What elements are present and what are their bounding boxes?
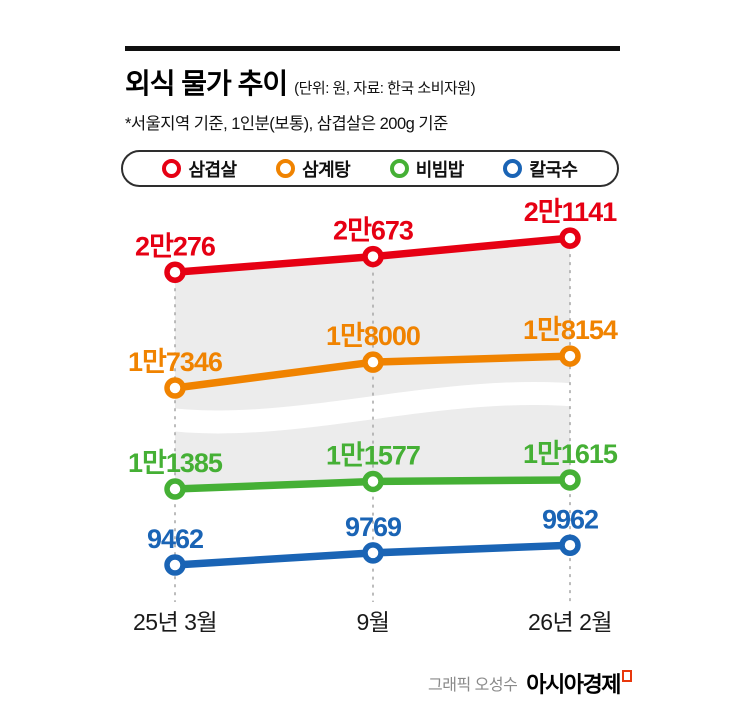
data-point	[559, 469, 581, 491]
legend-marker-icon	[162, 159, 182, 178]
legend-marker-icon	[503, 159, 523, 178]
title-text: 외식 물가 추이	[125, 68, 288, 99]
data-point	[362, 542, 384, 564]
data-point	[164, 478, 186, 500]
value-label: 1만8154	[523, 315, 618, 345]
data-point	[559, 227, 581, 249]
brand-mark-icon	[622, 670, 632, 682]
legend-label: 삼계탕	[302, 159, 351, 180]
unit-note: (단위: 원, 자료: 한국 소비자원)	[294, 80, 476, 97]
price-trend-chart: 2만276 2만673 2만1141 1만7346 1만8000 1만8154 1만1385…	[128, 197, 619, 635]
footer: 그래픽 오성수 아시아경제	[125, 667, 632, 699]
data-point	[362, 470, 384, 493]
x-tick-label: 25년 3월	[133, 609, 217, 635]
value-label: 1만7346	[128, 347, 223, 377]
legend-item-samgyeopsal: 삼겹살	[162, 156, 237, 182]
legend-label: 비빔밥	[415, 159, 465, 180]
data-point	[362, 351, 384, 373]
legend-item-kalguksu: 칼국수	[503, 156, 578, 182]
x-tick-label: 9월	[357, 609, 390, 635]
value-label: 1만8000	[326, 321, 420, 351]
credit-text: 그래픽 오성수	[428, 677, 518, 694]
legend-marker-icon	[276, 159, 296, 178]
value-label: 2만1141	[524, 197, 617, 227]
page-title: 외식 물가 추이 (단위: 원, 자료: 한국 소비자원)	[125, 62, 476, 102]
data-point	[164, 554, 186, 576]
legend-item-bibimbap: 비빔밥	[389, 156, 465, 182]
data-point	[164, 261, 186, 284]
data-point	[559, 345, 581, 367]
value-label: 1만1385	[128, 448, 223, 478]
value-label: 9769	[345, 512, 402, 542]
legend-item-samgyetang: 삼계탕	[276, 156, 351, 182]
data-point	[362, 245, 384, 268]
legend-label: 삼겹살	[188, 159, 237, 180]
value-label: 1만1615	[523, 439, 618, 469]
subtitle: *서울지역 기준, 1인분(보통), 삼겹살은 200g 기준	[125, 115, 448, 133]
legend: 삼겹살 삼계탕 비빔밥 칼국수	[121, 150, 619, 187]
data-point	[164, 377, 186, 399]
legend-label: 칼국수	[529, 159, 578, 180]
value-label: 2만276	[135, 231, 216, 261]
axis-break-wave	[146, 381, 599, 434]
top-rule	[125, 46, 620, 51]
value-label: 2만673	[333, 216, 414, 246]
value-label: 9462	[147, 524, 203, 554]
data-point	[559, 534, 581, 556]
x-tick-label: 26년 2월	[528, 609, 612, 635]
brand-logo: 아시아경제	[526, 672, 621, 697]
value-label: 9962	[542, 504, 598, 534]
value-label: 1만1577	[326, 440, 420, 470]
legend-marker-icon	[389, 159, 409, 178]
